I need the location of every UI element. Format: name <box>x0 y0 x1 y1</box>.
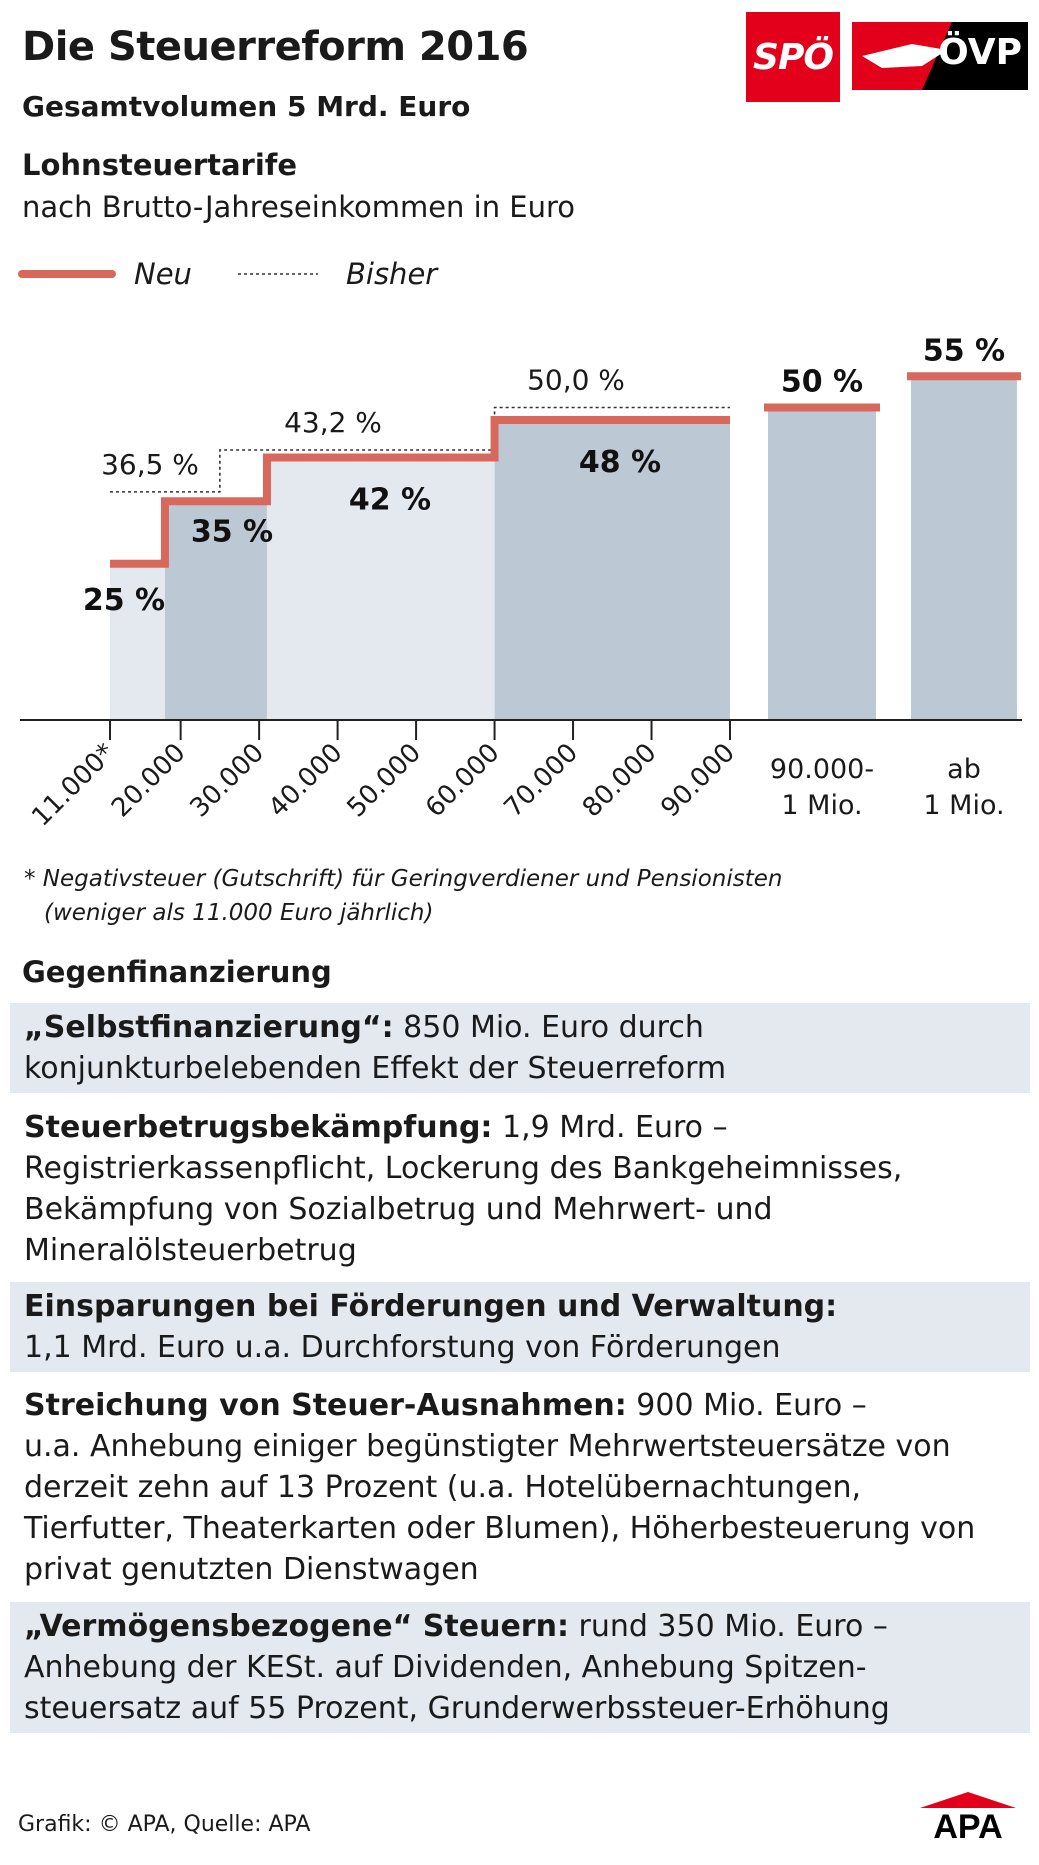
financing-item-text: 900 Mio. Euro – <box>636 1388 867 1423</box>
bracket-bar <box>266 457 495 720</box>
chart-subtitle: nach Brutto-Jahreseinkommen in Euro <box>22 190 576 224</box>
financing-item-text: 850 Mio. Euro durch <box>403 1010 704 1045</box>
old-tariff-line <box>110 406 730 493</box>
oevp-logo-text: ÖVP <box>938 32 1022 73</box>
bracket-axis-label: 90.000- <box>770 754 874 785</box>
financing-item-text: Bekämpfung von Sozialbetrug und Mehrwert… <box>24 1192 773 1227</box>
apa-logo-roof <box>920 1792 1016 1808</box>
x-axis-tick-label: 60.000 <box>420 738 506 824</box>
bracket-bar <box>911 376 1017 720</box>
new-rate-label: 48 % <box>579 445 661 480</box>
oevp-logo: ÖVP <box>852 22 1028 90</box>
source-credit: Grafik: © APA, Quelle: APA <box>18 1812 311 1837</box>
financing-item-title: „Selbstfinanzierung“: <box>24 1010 394 1045</box>
footnote-line-1: * Negativsteuer (Gutschrift) für Geringv… <box>24 866 783 892</box>
footnote-line-2: (weniger als 11.000 Euro jährlich) <box>44 900 434 926</box>
financing-item-text: 1,9 Mrd. Euro – <box>501 1110 728 1145</box>
x-axis-tick-label: 90.000 <box>655 738 741 824</box>
financing-item-text: 1,1 Mrd. Euro u.a. Durchforstung von För… <box>24 1330 781 1365</box>
financing-item-text: steuersatz auf 55 Prozent, Grunderwerbss… <box>24 1691 890 1726</box>
old-rate-label: 36,5 % <box>101 448 199 481</box>
bracket-axis-label: 1 Mio. <box>923 790 1004 821</box>
spoe-logo: SPÖ <box>746 12 840 102</box>
bracket-bar <box>494 420 730 720</box>
financing-item-title: Steuerbetrugsbekämpfung: <box>24 1110 493 1145</box>
financing-item-text: Tierfutter, Theaterkarten oder Blumen), … <box>24 1511 976 1546</box>
page-subtitle: Gesamtvolumen 5 Mrd. Euro <box>22 90 471 123</box>
apa-logo: APA <box>920 1792 1016 1842</box>
legend-new-label: Neu <box>134 257 192 291</box>
financing-item-title: Einsparungen bei Förderungen und Verwalt… <box>24 1289 838 1324</box>
financing-item-tax-exemptions: Streichung von Steuer-Ausnahmen: 900 Mio… <box>10 1381 1030 1594</box>
new-rate-label: 55 % <box>923 333 1005 368</box>
financing-item-title: Streichung von Steuer-Ausnahmen: <box>24 1388 627 1423</box>
bracket-axis-label: ab <box>947 754 981 785</box>
financing-item-text: derzeit zehn auf 13 Prozent (u.a. Hotelü… <box>24 1470 861 1505</box>
x-axis-tick-label: 70.000 <box>498 738 584 824</box>
tax-rate-chart: Neu Bisher 11.000*20.00030.00040.00050.00… <box>18 257 1022 833</box>
financing-item-wealth-taxes: „Vermögensbezogene“ Steuern: rund 350 Mi… <box>10 1602 1030 1733</box>
financing-item-text: konjunkturbelebenden Effekt der Steuerre… <box>24 1051 727 1086</box>
financing-item-text: Registrierkassenpflicht, Lockerung des B… <box>24 1151 903 1186</box>
financing-item-text: rund 350 Mio. Euro – <box>578 1609 888 1644</box>
bracket-bar <box>164 501 267 720</box>
financing-item-text: u.a. Anhebung einiger begünstigter Mehrw… <box>24 1429 951 1464</box>
financing-item-text: Anhebung der KESt. auf Dividenden, Anheb… <box>24 1650 867 1685</box>
x-axis-tick-label: 40.000 <box>263 738 349 824</box>
financing-item-text: privat genutzten Dienstwagen <box>24 1552 479 1587</box>
financing-item-self-financing: „Selbstfinanzierung“: 850 Mio. Euro durc… <box>10 1003 1030 1093</box>
old-rate-label: 50,0 % <box>527 364 625 397</box>
financing-item-savings: Einsparungen bei Förderungen und Verwalt… <box>10 1282 1030 1372</box>
financing-item-tax-fraud: Steuerbetrugsbekämpfung: 1,9 Mrd. Euro –… <box>10 1103 1030 1275</box>
bracket-bar <box>768 407 876 720</box>
page-title: Die Steuerreform 2016 <box>22 24 529 70</box>
x-axis-tick-label: 11.000* <box>26 738 121 833</box>
old-rate-label: 43,2 % <box>284 406 382 439</box>
new-tariff-line <box>110 416 730 568</box>
financing-heading: Gegenfinanzierung <box>22 955 332 989</box>
financing-item-title: „Vermögensbezogene“ Steuern: <box>24 1609 569 1644</box>
financing-item-text: Mineralölsteuerbetrug <box>24 1233 357 1268</box>
bracket-axis-label: 1 Mio. <box>781 790 862 821</box>
new-rate-label: 42 % <box>349 483 431 518</box>
new-rate-label: 50 % <box>781 365 863 400</box>
new-rate-label: 25 % <box>83 583 165 618</box>
footnote: * Negativsteuer (Gutschrift) für Geringv… <box>24 862 782 930</box>
apa-logo-text: APA <box>933 1808 1002 1842</box>
legend-old-label: Bisher <box>346 257 439 291</box>
x-axis-tick-label: 30.000 <box>185 738 271 824</box>
bracket-bar <box>110 563 165 720</box>
x-axis-tick-label: 50.000 <box>341 738 427 824</box>
x-axis-tick-label: 80.000 <box>577 738 663 824</box>
x-axis-tick-label: 20.000 <box>106 738 192 824</box>
chart-title: Lohnsteuertarife <box>22 148 298 182</box>
oevp-logo-graphic <box>852 22 1028 90</box>
new-rate-label: 35 % <box>191 514 273 549</box>
